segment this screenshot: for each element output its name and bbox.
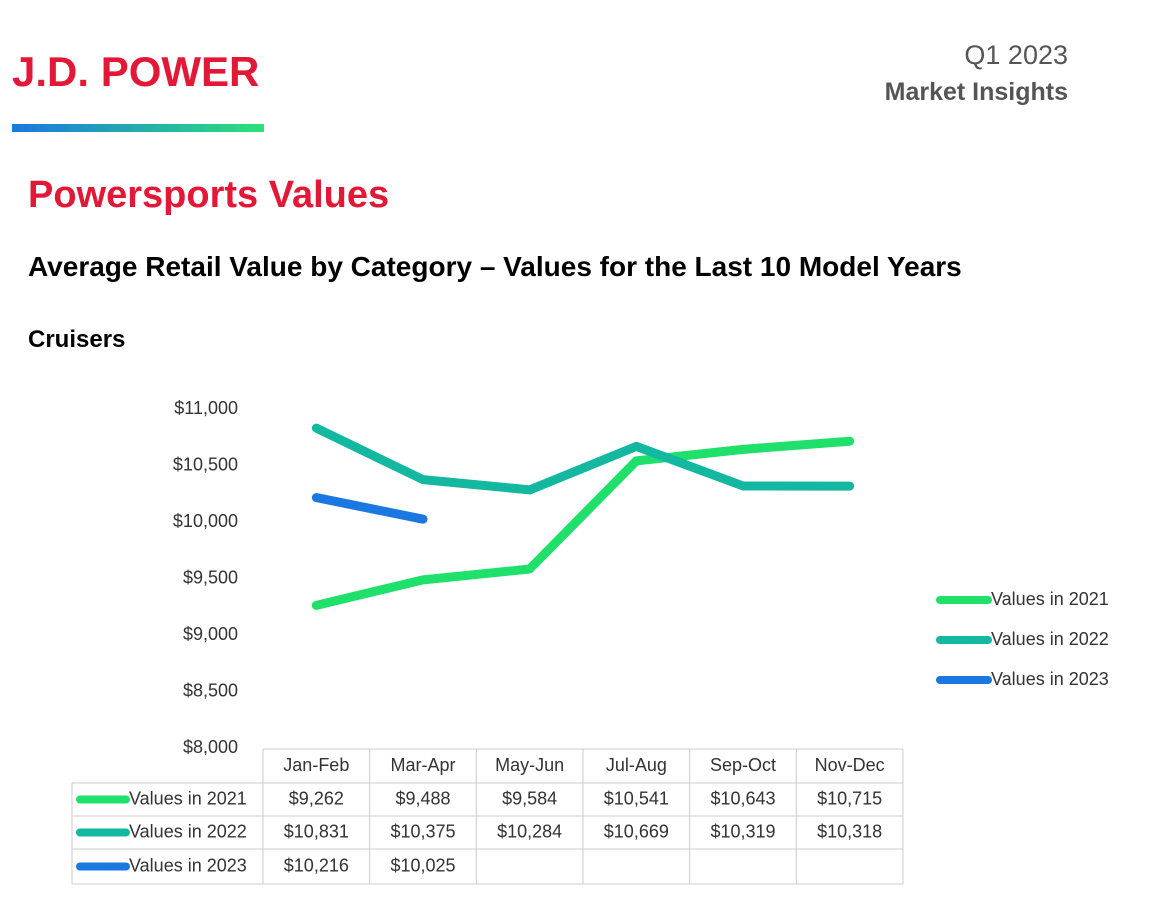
series-line: [311, 423, 855, 495]
table-cell: $9,262: [289, 788, 344, 808]
y-tick-label: $10,500: [173, 454, 238, 474]
table-header: Sep-Oct: [710, 755, 776, 775]
y-tick-label: $8,500: [183, 680, 238, 700]
heading: Average Retail Value by Category – Value…: [28, 251, 962, 282]
table-cell: $9,584: [502, 788, 557, 808]
subtitle: Market Insights: [885, 78, 1068, 106]
section-title: Cruisers: [28, 326, 125, 353]
table-cell: $10,284: [497, 821, 562, 841]
legend-label: Values in 2021: [991, 589, 1109, 609]
table-header: May-Jun: [495, 755, 564, 775]
y-tick-label: $10,000: [173, 511, 238, 531]
table-row-label: Values in 2021: [129, 788, 247, 808]
table-cell: $10,375: [390, 821, 455, 841]
period: Q1 2023: [964, 40, 1068, 70]
table-row-label: Values in 2023: [129, 855, 247, 875]
legend-label: Values in 2023: [991, 669, 1109, 689]
table-header: Nov-Dec: [815, 755, 885, 775]
y-tick-label: $11,000: [174, 398, 238, 418]
table-cell: $10,319: [710, 821, 775, 841]
table-header: Jul-Aug: [606, 755, 667, 775]
y-tick-label: $9,500: [183, 567, 238, 587]
table-cell: $10,715: [817, 788, 882, 808]
table-cell: $10,318: [817, 821, 882, 841]
table-cell: $10,831: [284, 821, 349, 841]
table-header: Jan-Feb: [283, 755, 349, 775]
logo: J.D. POWER: [12, 48, 259, 95]
series-line: [311, 436, 855, 610]
y-tick-label: $9,000: [183, 624, 238, 644]
table-row-label: Values in 2022: [129, 821, 247, 841]
table-cell: $10,216: [284, 855, 349, 875]
legend-label: Values in 2022: [991, 629, 1109, 649]
table-cell: $10,643: [710, 788, 775, 808]
series-line: [311, 493, 428, 524]
table-cell: $9,488: [395, 788, 450, 808]
table-cell: $10,669: [604, 821, 669, 841]
table-cell: $10,541: [604, 788, 669, 808]
y-tick-label: $8,000: [183, 737, 238, 757]
table-cell: $10,025: [390, 855, 455, 875]
chart: $8,000 $8,500 $9,000 $9,500 $10,000 $10,500 $1…: [71, 398, 1109, 885]
page-title: Powersports Values: [28, 174, 389, 216]
table-header: Mar-Apr: [390, 755, 455, 775]
logo-underline: [12, 124, 264, 132]
